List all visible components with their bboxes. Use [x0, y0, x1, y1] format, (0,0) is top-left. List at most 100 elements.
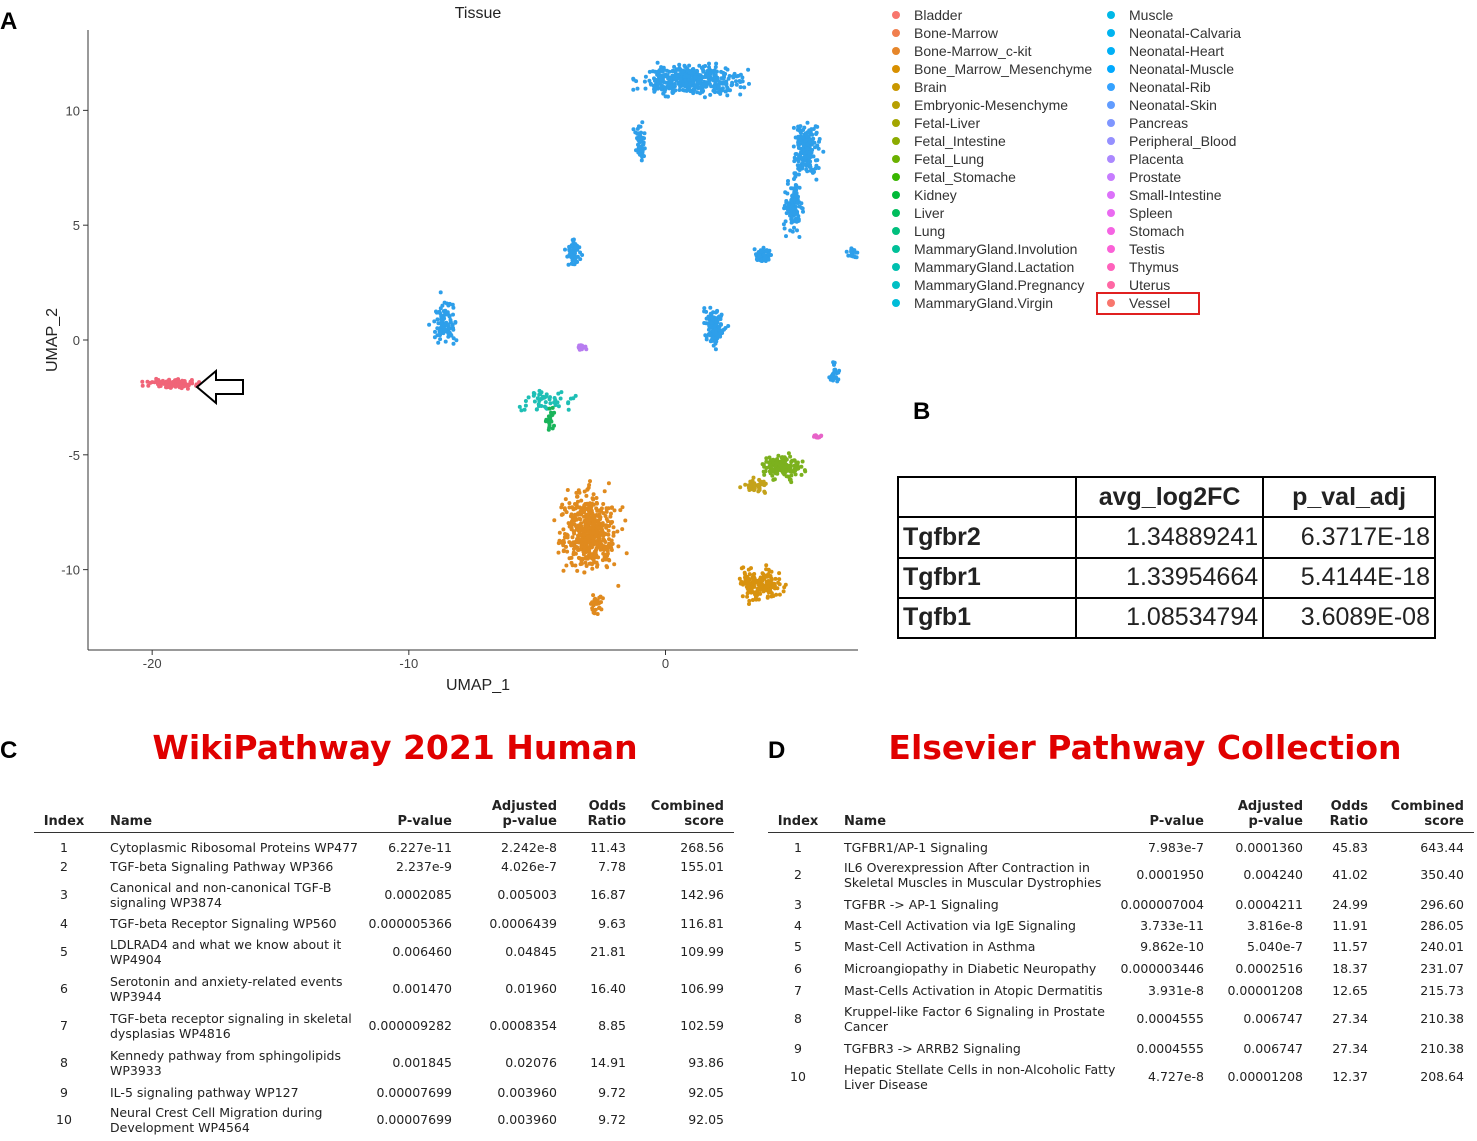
data-point: [658, 85, 663, 90]
data-point: [757, 582, 762, 587]
data-point: [647, 69, 652, 74]
data-point: [805, 146, 810, 151]
data-point: [713, 327, 718, 332]
data-point: [836, 370, 841, 375]
data-point: [806, 130, 811, 135]
table-row: 1 TGFBR1/AP-1 Signaling 7.983e-7 0.0001360 4…: [768, 838, 1474, 859]
data-point: [792, 159, 797, 164]
data-point: [791, 144, 796, 149]
cell-pvalue: 0.0004555: [1136, 1041, 1204, 1056]
data-point: [550, 405, 555, 410]
data-point: [762, 464, 767, 469]
data-point: [704, 337, 709, 342]
data-point: [668, 79, 673, 84]
data-point: [156, 382, 161, 387]
data-point: [597, 605, 602, 610]
data-point: [567, 244, 572, 249]
data-point: [680, 88, 685, 92]
data-point: [761, 575, 766, 580]
data-point: [571, 550, 576, 555]
data-point: [584, 564, 589, 568]
data-point: [713, 65, 718, 69]
cell-odds-ratio: 18.37: [1332, 961, 1368, 976]
legend-label: Vessel: [1129, 295, 1171, 311]
column-header: Odds Ratio: [587, 799, 626, 829]
data-point: [749, 566, 753, 571]
cell-pvalue: 0.006460: [392, 944, 452, 959]
data-point: [582, 489, 587, 494]
data-point: [438, 337, 443, 342]
data-point: [592, 597, 597, 602]
data-point: [708, 333, 713, 338]
data-point: [611, 525, 616, 530]
data-point: [537, 392, 542, 397]
data-point: [784, 211, 789, 216]
data-point: [575, 568, 580, 573]
data-point: [814, 130, 819, 135]
legend-dot-icon: [892, 137, 900, 146]
legend-label: MammaryGland.Involution: [914, 241, 1078, 257]
data-point: [656, 81, 661, 86]
data-point: [821, 149, 826, 154]
data-point: [849, 248, 854, 252]
data-point: [561, 568, 566, 573]
data-point: [711, 69, 716, 74]
data-point: [720, 331, 725, 335]
data-point: [605, 519, 610, 524]
data-point: [800, 206, 805, 211]
data-point: [725, 86, 730, 91]
legend-label: Bone-Marrow_c-kit: [914, 43, 1032, 59]
data-point: [448, 326, 452, 331]
legend-label: Placenta: [1129, 151, 1184, 167]
legend-label: Bladder: [914, 7, 963, 23]
data-point: [797, 154, 801, 159]
data-point: [774, 470, 779, 475]
data-point: [752, 247, 757, 252]
data-point: [727, 74, 732, 78]
cell-index: 9: [60, 1085, 68, 1100]
legend-label: Neonatal-Muscle: [1129, 61, 1235, 77]
data-point: [436, 340, 441, 345]
data-point: [761, 572, 766, 577]
data-point: [777, 571, 782, 576]
data-point: [748, 485, 753, 490]
legend-item: Muscle: [1105, 6, 1173, 24]
data-point: [638, 136, 643, 141]
cell-combined-score: 102.59: [680, 1018, 724, 1033]
column-header: Name: [110, 814, 153, 829]
cell-name: Serotonin and anxiety-related events WP3…: [110, 974, 343, 1004]
cell-index: 3: [794, 897, 802, 912]
data-point: [448, 320, 453, 325]
data-point: [552, 400, 557, 405]
data-point: [761, 245, 766, 250]
data-point: [593, 534, 598, 538]
data-point: [578, 257, 583, 262]
gene-expression-table: avg_log2FC p_val_adj Tgfbr2 1.34889241 6…: [897, 475, 1436, 640]
data-point: [566, 262, 571, 267]
data-point: [688, 81, 693, 86]
data-point: [738, 92, 743, 97]
data-point: [771, 458, 776, 462]
data-point: [781, 589, 786, 594]
gene-log2fc: 1.33954664: [1074, 556, 1265, 599]
data-point: [640, 148, 644, 153]
data-point: [789, 216, 794, 220]
cell-index: 7: [794, 983, 802, 998]
cell-combined-score: 109.99: [680, 944, 724, 959]
data-point: [799, 464, 804, 469]
cell-odds-ratio: 16.40: [590, 981, 626, 996]
table-row: 9 TGFBR3 -> ARRB2 Signaling 0.0004555 0.006…: [768, 1039, 1474, 1060]
data-point: [813, 166, 818, 171]
table-row: 10 Hepatic Stellate Cells in non-Alcoholi…: [768, 1060, 1474, 1094]
y-axis-label: UMAP_2: [44, 308, 61, 372]
legend-item: MammaryGland.Involution: [890, 240, 1077, 258]
cell-name: TGF-beta receptor signaling in skeletal …: [110, 1011, 352, 1041]
data-point: [578, 532, 582, 537]
cell-odds-ratio: 8.85: [598, 1018, 626, 1033]
data-point: [852, 254, 856, 259]
data-point: [631, 87, 636, 92]
legend-label: Lung: [914, 223, 946, 239]
data-point: [652, 78, 657, 83]
data-point: [561, 538, 566, 543]
data-point: [178, 382, 183, 387]
